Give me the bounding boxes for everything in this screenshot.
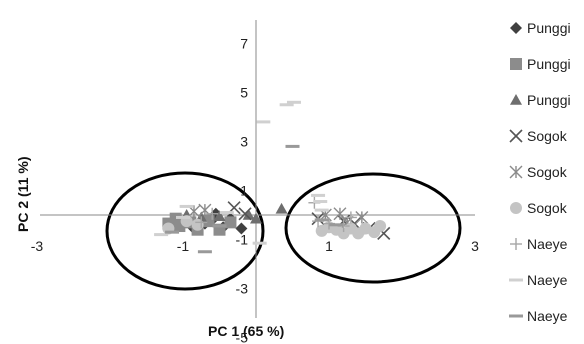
y-tick-label-6: -5 <box>236 330 249 344</box>
cluster-ellipses <box>105 171 462 291</box>
data-points <box>154 100 391 254</box>
legend-label-1: Punggi <box>527 56 571 72</box>
point-s6-6 <box>206 207 219 220</box>
legend-marker-8 <box>509 314 523 318</box>
legend: Punggi Punggi Punggi Sogok Sogok Sogok Naeye Na… <box>509 20 571 324</box>
point-s6-4 <box>344 211 357 224</box>
y-tick-label-4: -1 <box>236 232 249 248</box>
x-tick-label-0: -3 <box>31 238 44 254</box>
point-s7-6 <box>176 215 190 219</box>
tick-labels: -3 -1 1 3 7 5 3 1 -1 -3 -5 <box>31 36 479 344</box>
x-tick-label-2: 1 <box>325 238 333 254</box>
point-s7-4 <box>313 200 328 204</box>
x-axis-title: PC 1 (65 %) <box>208 323 284 339</box>
y-tick-label-2: 3 <box>240 134 248 150</box>
point-s8-3 <box>197 250 212 254</box>
point-s7-9 <box>252 241 267 245</box>
legend-label-2: Punggi <box>527 92 571 108</box>
point-s0-5 <box>235 222 248 235</box>
legend-marker-6 <box>510 238 522 250</box>
point-s7-7 <box>179 204 194 208</box>
point-s7-1 <box>279 103 294 107</box>
right-cluster-ellipse <box>284 172 462 284</box>
y-axis-title: PC 2 (11 %) <box>15 157 31 232</box>
point-s1-6 <box>224 216 237 229</box>
point-s1-7 <box>169 212 182 225</box>
y-tick-label-1: 5 <box>240 85 248 101</box>
left-cluster-ellipse <box>105 171 265 291</box>
point-s4-5 <box>355 210 369 224</box>
x-tick-label-3: 3 <box>471 238 479 254</box>
point-s8-1 <box>314 218 329 222</box>
legend-item-4: Sogok <box>509 164 568 180</box>
legend-label-4: Sogok <box>527 164 568 180</box>
point-s2-2 <box>213 210 226 222</box>
point-s2-3 <box>242 209 255 220</box>
point-s7-3 <box>311 193 326 197</box>
legend-label-0: Punggi <box>527 20 571 36</box>
point-s7-0 <box>256 120 271 124</box>
legend-marker-7 <box>509 278 523 282</box>
axes <box>40 20 475 318</box>
legend-label-8: Naeye <box>527 308 568 324</box>
point-s8-5 <box>212 224 227 228</box>
y-tick-label-3: 1 <box>240 183 248 199</box>
legend-item-6: Naeye <box>510 236 568 252</box>
legend-item-2: Punggi <box>510 92 571 108</box>
point-s6-5 <box>195 216 208 229</box>
point-s7-10 <box>154 233 169 237</box>
point-s8-2 <box>329 223 344 227</box>
legend-label-7: Naeye <box>527 272 568 288</box>
legend-label-6: Naeye <box>527 236 568 252</box>
x-tick-label-1: -1 <box>177 238 190 254</box>
point-s3-1 <box>238 207 252 221</box>
point-s7-8 <box>219 211 234 215</box>
legend-marker-3 <box>509 129 523 143</box>
point-s5-8 <box>374 220 387 233</box>
point-s8-4 <box>165 230 180 234</box>
legend-marker-5 <box>510 202 522 214</box>
legend-marker-2 <box>510 94 522 105</box>
y-tick-label-5: -3 <box>236 281 249 297</box>
point-s4-3 <box>333 207 347 221</box>
point-s2-5 <box>275 202 288 214</box>
point-s7-5 <box>314 208 329 212</box>
y-tick-label-0: 7 <box>240 36 248 52</box>
point-s7-2 <box>286 100 301 104</box>
legend-marker-1 <box>510 58 522 70</box>
legend-label-5: Sogok <box>527 200 568 216</box>
legend-label-3: Sogok <box>527 128 568 144</box>
legend-item-1: Punggi <box>510 56 571 72</box>
legend-marker-4 <box>509 165 523 179</box>
legend-item-7: Naeye <box>509 272 568 288</box>
legend-item-3: Sogok <box>509 128 568 144</box>
legend-item-0: Punggi <box>510 20 571 36</box>
legend-marker-0 <box>510 22 522 34</box>
legend-item-5: Sogok <box>510 200 568 216</box>
legend-item-8: Naeye <box>509 308 568 324</box>
point-s8-0 <box>285 144 300 148</box>
point-s2-4 <box>250 212 262 224</box>
